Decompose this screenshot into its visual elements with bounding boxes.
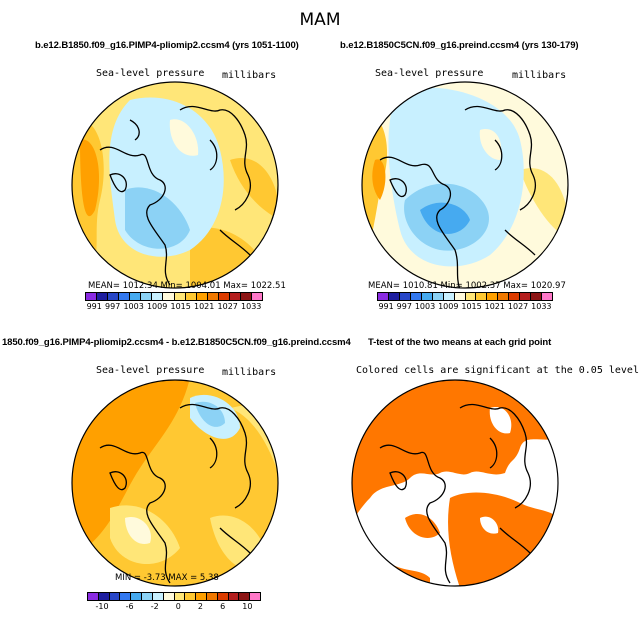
panel-1-map — [71, 81, 279, 289]
panel-2-variable-label: Sea-level pressure — [375, 68, 484, 79]
panel-1-units-label: millibars — [222, 70, 277, 81]
colorbar-swatch — [196, 593, 207, 600]
colorbar-swatch — [531, 293, 543, 300]
panel-1-colorbar-ticks: 991 997 1003 1009 1015 1021 1027 1033 — [86, 302, 262, 311]
colorbar-swatch — [97, 293, 109, 300]
colorbar-swatch — [207, 293, 219, 300]
colorbar-swatch — [130, 293, 142, 300]
colorbar-swatch — [399, 293, 411, 300]
colorbar-swatch — [141, 293, 153, 300]
panel-2-colorbar-ticks: 991 997 1003 1009 1015 1021 1027 1033 — [378, 302, 552, 311]
colorbar-swatch — [88, 593, 99, 600]
colorbar-swatch — [185, 293, 197, 300]
panel-2-units-label: millibars — [512, 70, 567, 81]
panel-1-stats: MEAN= 1012.34 Min= 1004.01 Max= 1022.51 — [88, 281, 286, 291]
colorbar-swatch — [443, 293, 455, 300]
panel-1-title: b.e12.B1850.f09_g16.PIMP4-pliomip2.ccsm4… — [35, 40, 299, 51]
colorbar-swatch — [410, 293, 422, 300]
colorbar-swatch — [240, 293, 252, 300]
colorbar-swatch — [152, 593, 164, 600]
colorbar-swatch — [206, 593, 218, 600]
colorbar-swatch — [520, 293, 532, 300]
panel-3-map — [71, 379, 279, 587]
colorbar-swatch — [454, 293, 466, 300]
colorbar-swatch — [185, 593, 197, 600]
panel-4-map — [351, 379, 559, 587]
colorbar-swatch — [120, 593, 132, 600]
colorbar-swatch — [86, 293, 98, 300]
colorbar-swatch — [388, 293, 400, 300]
colorbar-swatch — [250, 593, 260, 600]
panel-4-title: T-test of the two means at each grid poi… — [368, 337, 552, 348]
panel-4-subtitle: Colored cells are significant at the 0.0… — [356, 365, 639, 376]
colorbar-swatch — [251, 293, 262, 300]
panel-2-map — [361, 81, 569, 289]
panel-1-colorbar — [85, 292, 263, 301]
panel-3-colorbar-ticks: -10 -6 -2 0 2 6 10 — [95, 602, 253, 611]
colorbar-swatch — [174, 593, 186, 600]
panel-3-colorbar — [87, 592, 261, 601]
panel-2-title: b.e12.B1850C5CN.f09_g16.preind.ccsm4 (yr… — [340, 40, 579, 51]
colorbar-swatch — [218, 293, 230, 300]
colorbar-swatch — [142, 593, 153, 600]
colorbar-swatch — [174, 293, 186, 300]
colorbar-swatch — [239, 593, 251, 600]
figure-title: MAM — [299, 10, 341, 30]
colorbar-swatch — [487, 293, 499, 300]
colorbar-swatch — [421, 293, 433, 300]
colorbar-swatch — [509, 293, 521, 300]
colorbar-swatch — [109, 593, 121, 600]
colorbar-swatch — [542, 293, 552, 300]
colorbar-swatch — [378, 293, 389, 300]
panel-3-units-label: millibars — [222, 367, 277, 378]
colorbar-swatch — [119, 293, 131, 300]
colorbar-swatch — [163, 293, 175, 300]
colorbar-swatch — [108, 293, 120, 300]
panel-3-title: 1850.f09_g16.PIMP4-pliomip2.ccsm4 - b.e1… — [2, 337, 351, 348]
colorbar-swatch — [98, 593, 110, 600]
colorbar-swatch — [131, 593, 143, 600]
colorbar-swatch — [432, 293, 444, 300]
colorbar-swatch — [498, 293, 510, 300]
panel-1-variable-label: Sea-level pressure — [96, 68, 205, 79]
panel-3-stats: MIN = -3.73 MAX = 5.38 — [115, 573, 219, 583]
colorbar-swatch — [476, 293, 488, 300]
colorbar-swatch — [229, 293, 241, 300]
colorbar-swatch — [163, 593, 175, 600]
colorbar-swatch — [217, 593, 229, 600]
panel-2-colorbar — [377, 292, 553, 301]
colorbar-swatch — [228, 593, 240, 600]
panel-2-stats: MEAN= 1010.81 Min= 1002.37 Max= 1020.97 — [368, 281, 566, 291]
panel-3-variable-label: Sea-level pressure — [96, 365, 205, 376]
colorbar-swatch — [196, 293, 208, 300]
colorbar-swatch — [465, 293, 477, 300]
colorbar-swatch — [152, 293, 164, 300]
